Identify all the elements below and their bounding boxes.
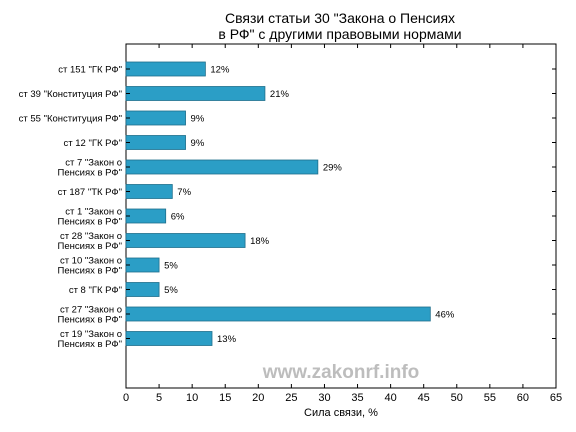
bar-6 bbox=[125, 184, 173, 199]
x-tick-label-65: 65 bbox=[550, 392, 562, 404]
x-tick-label-40: 40 bbox=[384, 392, 396, 404]
value-labels-layer: 12% 21% 9% 9% 29% 7% 6% 18% 5% 5% 46% 13% bbox=[164, 65, 455, 346]
x-tick-label-30: 30 bbox=[318, 392, 330, 404]
category-label-7-line-1: ст 1 "Закон о bbox=[65, 207, 122, 218]
bar-7 bbox=[125, 208, 167, 224]
value-label-8: 18% bbox=[250, 236, 270, 247]
bar-9 bbox=[125, 257, 160, 273]
category-label-6: ст 187 "ТК РФ" bbox=[58, 187, 122, 198]
value-label-6: 7% bbox=[177, 187, 191, 198]
value-label-12: 13% bbox=[217, 334, 237, 345]
category-label-10: ст 8 "ГК РФ" bbox=[69, 285, 122, 296]
bars-layer bbox=[125, 61, 556, 346]
bar-11 bbox=[125, 306, 431, 322]
x-tick-label-5: 5 bbox=[156, 392, 162, 404]
x-tick-label-35: 35 bbox=[351, 392, 363, 404]
category-labels-layer: ст 151 "ГК РФ" ст 39 "Конституция РФ" ст 5… bbox=[19, 65, 122, 351]
bar-3 bbox=[125, 110, 186, 126]
category-label-9-line-1: ст 10 "Закон о bbox=[60, 256, 122, 267]
category-label-12-line-2: Пенсиях в РФ" bbox=[58, 339, 122, 350]
value-label-11: 46% bbox=[435, 310, 455, 321]
watermark-layer: www.zakonrf.info bbox=[262, 362, 420, 383]
x-tick-label-50: 50 bbox=[451, 392, 463, 404]
bar-2 bbox=[125, 86, 266, 101]
category-label-3: ст 55 "Конституция РФ" bbox=[19, 114, 122, 125]
value-label-9: 5% bbox=[164, 261, 178, 272]
x-tick-label-0: 0 bbox=[123, 392, 129, 404]
value-label-7: 6% bbox=[171, 212, 185, 223]
category-label-4: ст 12 "ГК РФ" bbox=[64, 138, 122, 149]
x-axis-ticks-layer: 0 5 10 15 20 25 30 35 40 45 50 55 60 65 bbox=[123, 44, 562, 404]
category-label-2: ст 39 "Конституция РФ" bbox=[19, 89, 122, 100]
value-label-5: 29% bbox=[323, 163, 343, 174]
bar-1 bbox=[125, 61, 206, 77]
bar-8 bbox=[125, 233, 246, 248]
category-label-11-line-2: Пенсиях в РФ" bbox=[58, 315, 122, 326]
bar-12 bbox=[125, 331, 213, 346]
category-label-1: ст 151 "ГК РФ" bbox=[58, 65, 122, 76]
x-tick-label-25: 25 bbox=[285, 392, 297, 404]
x-tick-label-45: 45 bbox=[418, 392, 430, 404]
value-label-10: 5% bbox=[164, 285, 178, 296]
category-label-11-line-1: ст 27 "Закон о bbox=[60, 305, 122, 316]
chart-title-line-1: Связи статьи 30 "Закона о Пенсиях bbox=[225, 10, 455, 26]
category-label-8-line-1: ст 28 "Закон о bbox=[60, 231, 122, 242]
x-tick-label-10: 10 bbox=[186, 392, 198, 404]
value-label-2: 21% bbox=[270, 89, 290, 100]
category-label-5-line-1: ст 7 "Закон о bbox=[65, 158, 122, 169]
x-tick-label-60: 60 bbox=[517, 392, 529, 404]
value-label-4: 9% bbox=[191, 138, 205, 149]
x-tick-label-20: 20 bbox=[252, 392, 264, 404]
watermark-text: www.zakonrf.info bbox=[262, 362, 420, 383]
value-label-3: 9% bbox=[191, 114, 205, 125]
chart-title-line-2: в РФ" с другими правовыми нормами bbox=[218, 26, 461, 42]
category-label-5-line-2: Пенсиях в РФ" bbox=[58, 168, 122, 179]
x-axis-label: Сила связи, % bbox=[304, 407, 378, 419]
x-tick-label-55: 55 bbox=[484, 392, 496, 404]
category-label-8-line-2: Пенсиях в РФ" bbox=[58, 241, 122, 252]
category-label-12-line-1: ст 19 "Закон о bbox=[60, 329, 122, 340]
bar-4 bbox=[125, 135, 186, 150]
x-tick-label-15: 15 bbox=[219, 392, 231, 404]
bar-5 bbox=[125, 159, 319, 175]
value-label-1: 12% bbox=[210, 65, 230, 76]
category-label-7-line-2: Пенсиях в РФ" bbox=[58, 217, 122, 228]
category-label-9-line-2: Пенсиях в РФ" bbox=[58, 266, 122, 277]
bar-10 bbox=[125, 282, 160, 297]
